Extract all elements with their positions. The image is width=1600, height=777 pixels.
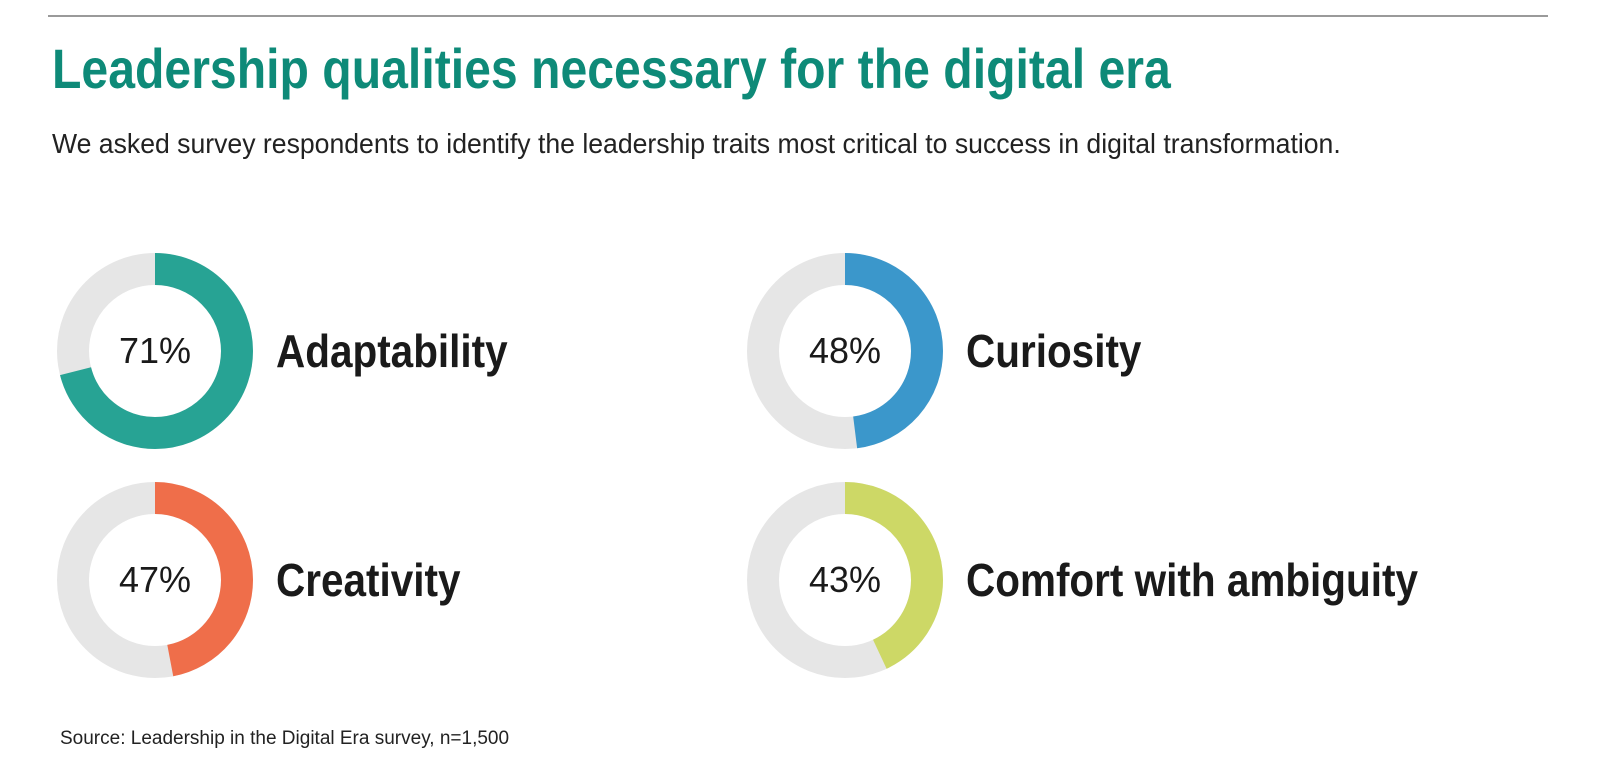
- percent-label-curiosity: 48%: [808, 330, 882, 371]
- quality-label-comfort-with-ambiguity: Comfort with ambiguity: [966, 554, 1419, 606]
- donut-chart-creativity: [57, 482, 253, 678]
- page-subtitle: We asked survey respondents to identify …: [52, 128, 1341, 159]
- top-rule: [48, 15, 1548, 17]
- donut-arc-creativity: [57, 482, 253, 678]
- page-title: Leadership qualities necessary for the d…: [52, 37, 1171, 100]
- percent-label-adaptability: 71%: [118, 330, 192, 371]
- donut-card-comfort-with-ambiguity: 43% Comfort with ambiguity: [740, 475, 1440, 685]
- donut-chart-adaptability: [57, 253, 253, 449]
- quality-label-adaptability: Adaptability: [276, 325, 508, 377]
- donut-chart-comfort-with-ambiguity: [747, 482, 943, 678]
- donut-arc-comfort-with-ambiguity: [747, 482, 943, 678]
- donut-arc-curiosity: [747, 253, 943, 449]
- source-note: Source: Leadership in the Digital Era su…: [60, 728, 510, 749]
- donut-arc-adaptability: [57, 253, 253, 449]
- donut-card-creativity: 47% Creativity: [50, 475, 750, 685]
- percent-label-comfort-with-ambiguity: 43%: [808, 559, 882, 600]
- donut-card-curiosity: 48% Curiosity: [740, 246, 1440, 456]
- donut-chart-curiosity: [747, 253, 943, 449]
- quality-label-creativity: Creativity: [276, 554, 461, 606]
- percent-label-creativity: 47%: [118, 559, 192, 600]
- quality-label-curiosity: Curiosity: [966, 325, 1142, 377]
- donut-card-adaptability: 71% Adaptability: [50, 246, 750, 456]
